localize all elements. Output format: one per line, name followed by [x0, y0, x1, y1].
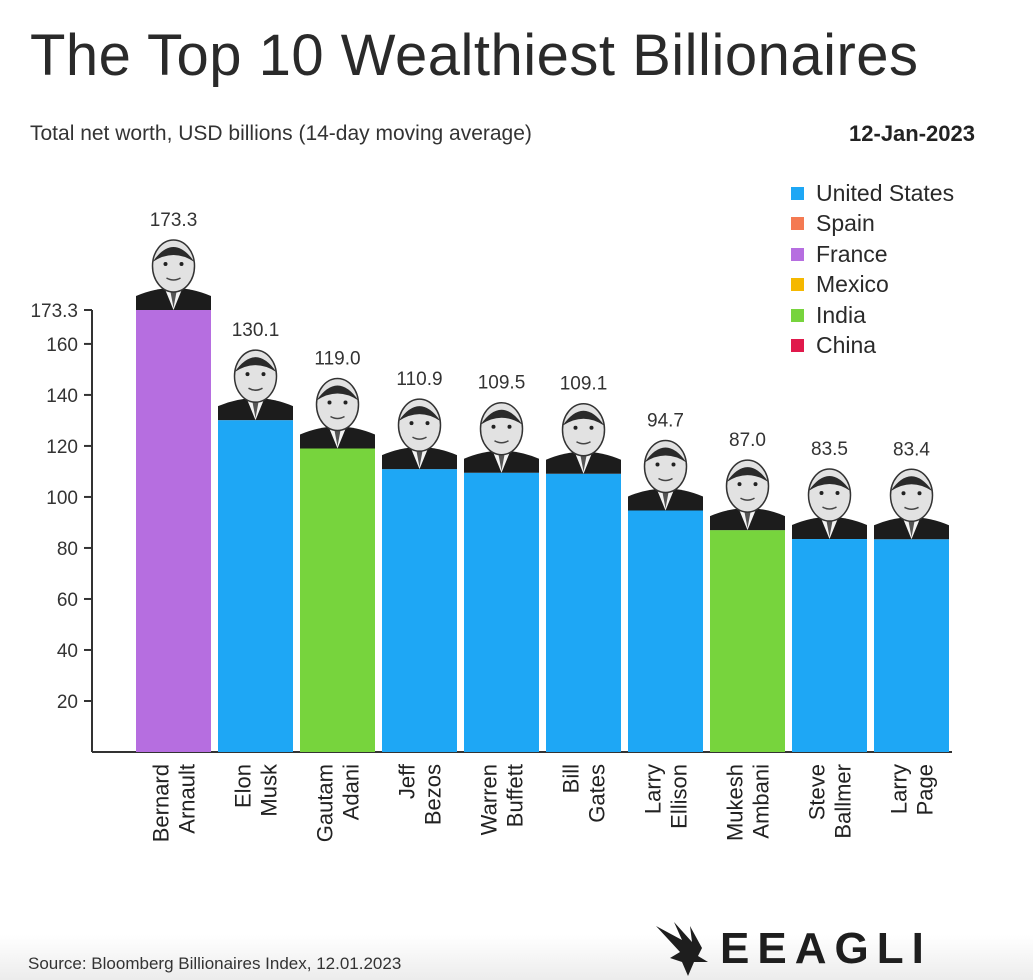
- legend-item-spain: Spain: [791, 209, 954, 240]
- legend-label: India: [816, 301, 866, 328]
- eagle-logo-icon: [656, 922, 708, 976]
- bar-value-label: 83.5: [811, 439, 848, 460]
- bar-value-label: 94.7: [647, 410, 684, 431]
- legend-label: Spain: [816, 210, 875, 237]
- y-tick-label: 20: [57, 692, 78, 713]
- category-label-line: Ballmer: [831, 764, 856, 839]
- bar: [464, 472, 539, 752]
- category-label-line: Elon: [231, 764, 256, 808]
- category-label: JeffBezos: [395, 763, 446, 825]
- bar: [300, 448, 375, 752]
- category-label-line: Bill: [559, 764, 584, 793]
- y-tick-label: 120: [46, 437, 78, 458]
- category-label-line: Larry: [641, 764, 666, 814]
- bar: [710, 530, 785, 752]
- legend-label: United States: [816, 179, 955, 206]
- category-label-line: Larry: [887, 764, 912, 814]
- person-portrait-icon: [628, 439, 703, 511]
- legend-label: France: [816, 240, 888, 267]
- category-label: SteveBallmer: [805, 764, 856, 839]
- category-label: ElonMusk: [231, 763, 282, 817]
- bar: [874, 539, 949, 752]
- chart-title: The Top 10 Wealthiest Billionaires: [30, 23, 919, 88]
- person-portrait-icon: [464, 401, 539, 473]
- legend-swatch: [791, 217, 804, 231]
- bar-value-label: 87.0: [729, 430, 766, 451]
- legend-swatch: [791, 278, 804, 292]
- legend-item-united-states: United States: [791, 178, 954, 209]
- legend-swatch: [791, 247, 804, 261]
- legend-label: Mexico: [816, 271, 889, 298]
- category-label-line: Bezos: [421, 764, 446, 825]
- footer-band: [0, 935, 1033, 980]
- source-note: Source: Bloomberg Billionaires Index, 12…: [28, 954, 402, 973]
- category-label: LarryPage: [887, 764, 938, 815]
- category-label-line: Mukesh: [723, 764, 748, 841]
- bar: [218, 420, 293, 752]
- legend-item-mexico: Mexico: [791, 270, 954, 301]
- category-label-line: Adani: [339, 764, 364, 820]
- bar: [546, 473, 621, 752]
- chart-subtitle: Total net worth, USD billions (14-day mo…: [30, 122, 532, 145]
- category-label: LarryEllison: [641, 764, 692, 829]
- category-label-line: Arnault: [175, 764, 200, 834]
- legend-label: China: [816, 332, 877, 359]
- category-label-line: Gates: [585, 764, 610, 823]
- person-portrait-icon: [136, 239, 211, 310]
- legend-item-france: France: [791, 239, 954, 270]
- legend-item-india: India: [791, 300, 954, 331]
- category-label: WarrenBuffett: [477, 764, 528, 835]
- legend-item-china: China: [791, 331, 954, 362]
- person-portrait-icon: [792, 468, 867, 540]
- brand: EEAGLI: [652, 918, 932, 980]
- person-portrait-icon: [874, 468, 949, 540]
- legend-swatch: [791, 186, 804, 200]
- bar-value-label: 110.9: [396, 369, 442, 390]
- y-tick-label: 140: [46, 386, 78, 407]
- bar-value-label: 130.1: [232, 320, 280, 341]
- chart-date: 12-Jan-2023: [849, 121, 975, 146]
- bar-value-label: 83.4: [893, 439, 930, 460]
- category-label-line: Bernard: [149, 764, 174, 842]
- legend-swatch: [791, 339, 804, 353]
- category-label-line: Warren: [477, 764, 502, 835]
- bar-value-label: 109.1: [560, 374, 608, 395]
- legend-swatch: [791, 308, 804, 322]
- legend: United States Spain France Mexico India …: [791, 178, 954, 361]
- brand-name: EEAGLI: [720, 924, 932, 973]
- bar: [382, 469, 457, 752]
- y-tick-label: 80: [57, 539, 78, 560]
- category-label-line: Ellison: [667, 764, 692, 829]
- bar: [628, 510, 703, 752]
- person-portrait-icon: [300, 377, 375, 449]
- y-tick-label: 40: [57, 641, 78, 662]
- category-label-line: Musk: [257, 763, 282, 817]
- person-portrait-icon: [710, 459, 785, 531]
- person-portrait-icon: [546, 402, 621, 474]
- bar: [792, 539, 867, 752]
- category-label: BillGates: [559, 764, 610, 823]
- y-tick-label: 100: [46, 488, 78, 509]
- category-label: MukeshAmbani: [723, 764, 774, 841]
- y-tick-label: 60: [57, 590, 78, 611]
- category-label-line: Gautam: [313, 764, 338, 842]
- y-tick-label-max: 173.3: [30, 301, 78, 322]
- category-label-line: Page: [913, 764, 938, 815]
- person-portrait-icon: [218, 349, 293, 421]
- bar-value-label: 119.0: [314, 348, 360, 369]
- bar-value-label: 109.5: [478, 373, 526, 394]
- category-label-line: Steve: [805, 764, 830, 820]
- bar: [136, 310, 211, 752]
- category-label-line: Jeff: [395, 763, 420, 799]
- bar-value-label: 173.3: [150, 210, 198, 231]
- person-portrait-icon: [382, 398, 457, 470]
- category-label-line: Buffett: [503, 764, 528, 827]
- y-tick-label: 160: [46, 335, 78, 356]
- bar-chart: 20 40 60 80 100 120 140 160 173.3 173.3 BernardArn…: [30, 210, 952, 842]
- category-label: GautamAdani: [313, 764, 364, 842]
- category-label: BernardArnault: [149, 764, 200, 842]
- category-label-line: Ambani: [749, 764, 774, 839]
